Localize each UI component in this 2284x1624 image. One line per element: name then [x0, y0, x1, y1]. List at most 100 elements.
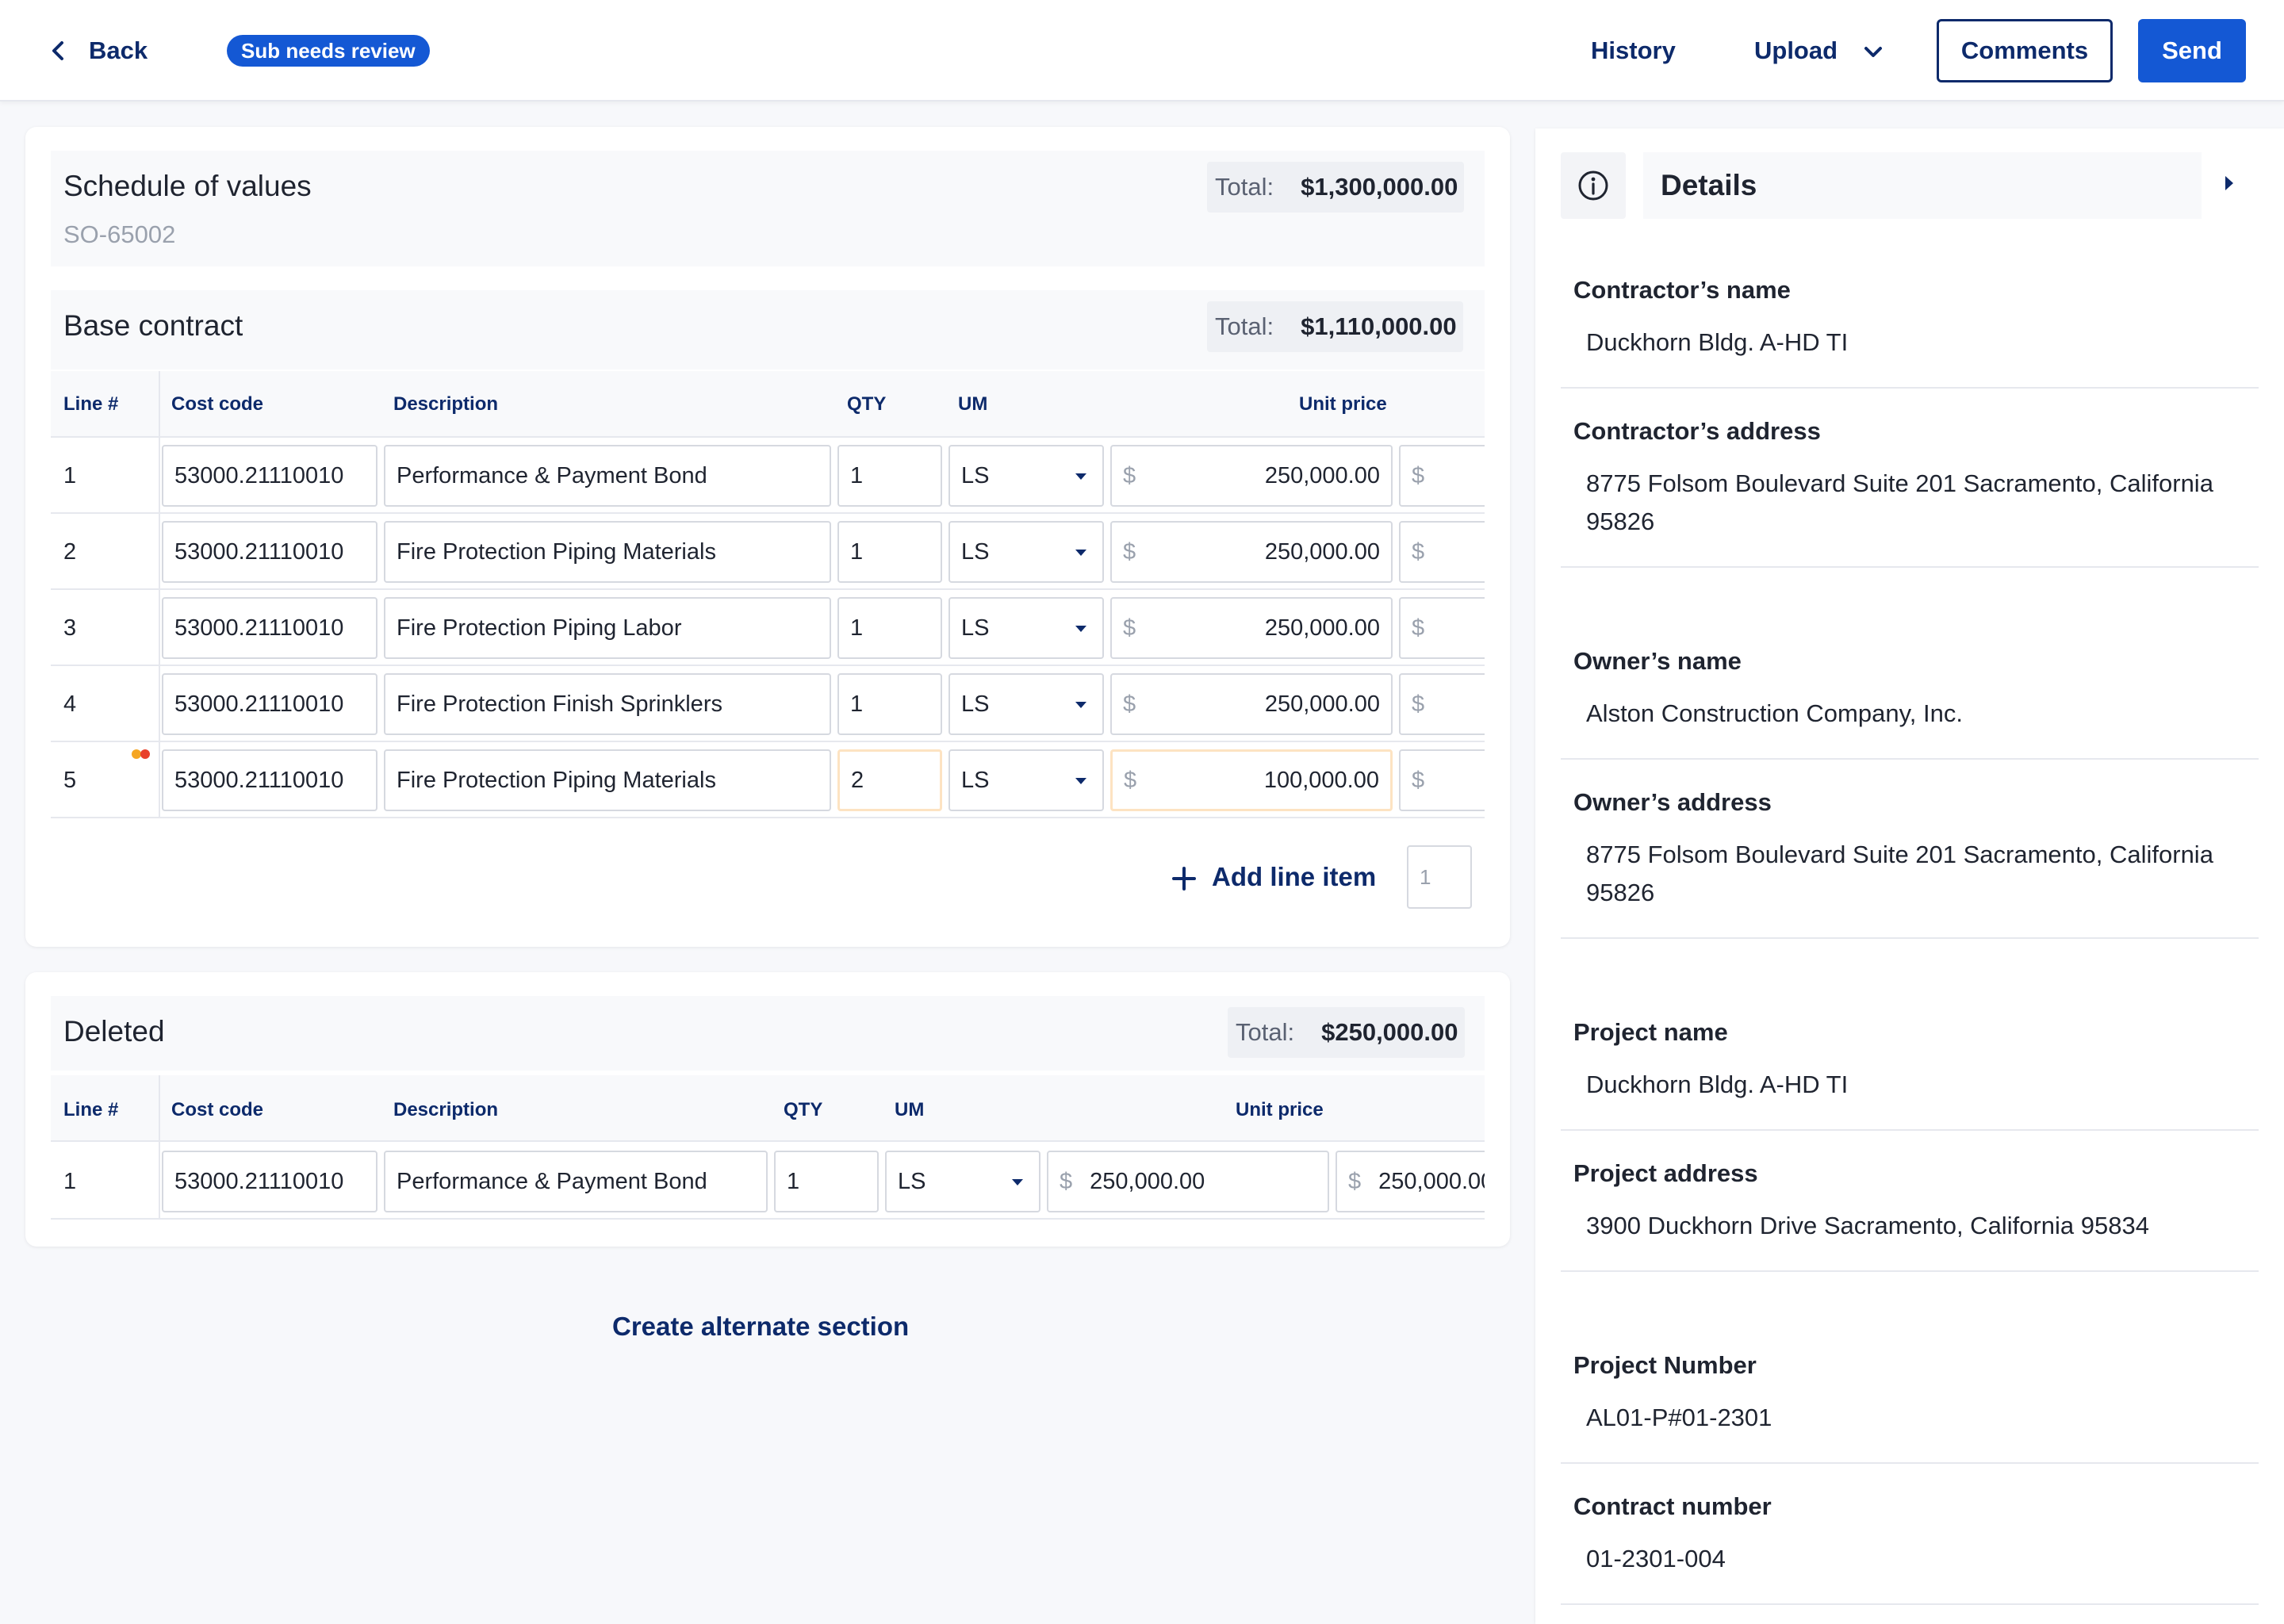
caret-down-icon: [1075, 778, 1086, 784]
col-cost-code: Cost code: [171, 1099, 264, 1120]
unit-price-value: 250,000.00: [1264, 463, 1380, 488]
currency-symbol: $: [1412, 691, 1425, 717]
create-alternate-section-link[interactable]: Create alternate section: [612, 1312, 910, 1341]
um-select[interactable]: LS: [948, 597, 1104, 659]
sticky-column-divider: [159, 1075, 160, 1220]
col-qty: QTY: [784, 1099, 823, 1120]
deleted-total-value: $250,000.00: [1321, 1018, 1458, 1046]
um-value: LS: [961, 768, 990, 793]
currency-symbol: $: [1348, 1169, 1362, 1194]
description-input[interactable]: Performance & Payment Bond: [384, 1151, 768, 1212]
currency-symbol: $: [1123, 691, 1136, 717]
cost-code-input[interactable]: 53000.21110010: [162, 445, 377, 507]
comments-button[interactable]: Comments: [1937, 19, 2113, 82]
back-label: Back: [89, 36, 148, 64]
divider: [1561, 1270, 2259, 1272]
description-input[interactable]: Performance & Payment Bond: [384, 445, 831, 507]
um-value: LS: [961, 691, 990, 717]
info-button[interactable]: [1561, 152, 1626, 219]
qty-input[interactable]: 1: [774, 1151, 879, 1212]
sov-title: Schedule of values: [63, 170, 312, 202]
unit-price-input[interactable]: $ 250,000.00: [1110, 597, 1393, 659]
col-unit-price: Unit price: [1236, 1099, 1324, 1120]
description-input[interactable]: Fire Protection Piping Materials: [384, 749, 831, 811]
add-line-item-button[interactable]: Add line item: [1172, 858, 1376, 896]
qty-input[interactable]: 2: [837, 749, 942, 811]
sov-total-value: $1,300,000.00: [1301, 173, 1458, 201]
cost-code-input[interactable]: 53000.21110010: [162, 597, 377, 659]
um-select[interactable]: LS: [948, 673, 1104, 735]
line-number: 3: [63, 615, 77, 641]
total-input[interactable]: $: [1399, 673, 1485, 735]
divider: [51, 1218, 1485, 1220]
col-description: Description: [393, 1099, 499, 1120]
project-address-value: 3900 Duckhorn Drive Sacramento, Californ…: [1586, 1212, 2149, 1239]
total-input[interactable]: $: [1399, 445, 1485, 507]
divider: [51, 512, 1485, 514]
add-line-item-label: Add line item: [1212, 862, 1377, 891]
unit-price-value: 250,000.00: [1264, 539, 1380, 565]
caret-down-icon: [1075, 702, 1086, 708]
col-line: Line #: [63, 1099, 119, 1120]
add-line-count-input[interactable]: 1: [1407, 845, 1472, 909]
total-input[interactable]: $: [1399, 521, 1485, 583]
description-input[interactable]: Fire Protection Piping Labor: [384, 597, 831, 659]
col-description: Description: [393, 393, 499, 415]
description-input[interactable]: Fire Protection Piping Materials: [384, 521, 831, 583]
qty-input[interactable]: 1: [837, 445, 942, 507]
description-input[interactable]: Fire Protection Finish Sprinklers: [384, 673, 831, 735]
collapse-arrow-icon[interactable]: [2224, 174, 2235, 192]
um-select[interactable]: LS: [948, 749, 1104, 811]
divider: [51, 741, 1485, 742]
send-button[interactable]: Send: [2138, 19, 2246, 82]
change-indicator-icon: [132, 749, 150, 759]
cost-code-input[interactable]: 53000.21110010: [162, 749, 377, 811]
unit-price-input[interactable]: $250,000.00: [1047, 1151, 1329, 1212]
unit-price-input[interactable]: $ 100,000.00: [1110, 749, 1393, 811]
line-number: 1: [63, 463, 77, 488]
total-input[interactable]: $: [1399, 597, 1485, 659]
um-select[interactable]: LS: [885, 1151, 1040, 1212]
um-select[interactable]: LS: [948, 445, 1104, 507]
unit-price-value: 100,000.00: [1263, 768, 1379, 793]
divider: [51, 817, 1485, 818]
history-link[interactable]: History: [1591, 32, 1676, 70]
owner-address-label: Owner’s address: [1573, 788, 1772, 816]
divider: [1561, 387, 2259, 389]
qty-input[interactable]: 1: [837, 673, 942, 735]
caret-down-icon: [1075, 626, 1086, 632]
qty-input[interactable]: 1: [837, 597, 942, 659]
col-unit-price: Unit price: [1299, 393, 1387, 415]
total-input[interactable]: $: [1399, 749, 1485, 811]
details-panel: Details: [1535, 128, 2284, 1624]
cost-code-input[interactable]: 53000.21110010: [162, 521, 377, 583]
back-button[interactable]: Back: [51, 32, 148, 70]
divider: [51, 1140, 1485, 1142]
cost-code-input[interactable]: 53000.21110010: [162, 673, 377, 735]
line-number: 5: [63, 768, 77, 793]
unit-price-input[interactable]: $ 250,000.00: [1110, 445, 1393, 507]
um-select[interactable]: LS: [948, 521, 1104, 583]
unit-price-input[interactable]: $ 250,000.00: [1110, 521, 1393, 583]
divider: [51, 588, 1485, 590]
currency-symbol: $: [1412, 539, 1425, 565]
details-title: Details: [1643, 152, 2202, 219]
upload-dropdown[interactable]: Upload: [1754, 32, 1883, 70]
divider: [51, 665, 1485, 666]
owner-address-value: 8775 Folsom Boulevard Suite 201 Sacramen…: [1586, 841, 2213, 906]
base-contract-title: Base contract: [63, 309, 243, 342]
sov-total-label: Total:: [1215, 173, 1274, 201]
um-value: LS: [961, 539, 990, 565]
unit-price-input[interactable]: $ 250,000.00: [1110, 673, 1393, 735]
cost-code-input[interactable]: 53000.21110010: [162, 1151, 377, 1212]
currency-symbol: $: [1412, 768, 1425, 793]
owner-name-value: Alston Construction Company, Inc.: [1586, 699, 1963, 727]
qty-input[interactable]: 1: [837, 521, 942, 583]
status-badge: Sub needs review: [227, 35, 430, 67]
deleted-title: Deleted: [63, 1015, 165, 1048]
base-table-header: [51, 371, 1485, 436]
total-input[interactable]: $250,000.00: [1336, 1151, 1485, 1212]
divider: [1561, 758, 2259, 760]
col-qty: QTY: [847, 393, 887, 415]
col-um: UM: [895, 1099, 925, 1120]
